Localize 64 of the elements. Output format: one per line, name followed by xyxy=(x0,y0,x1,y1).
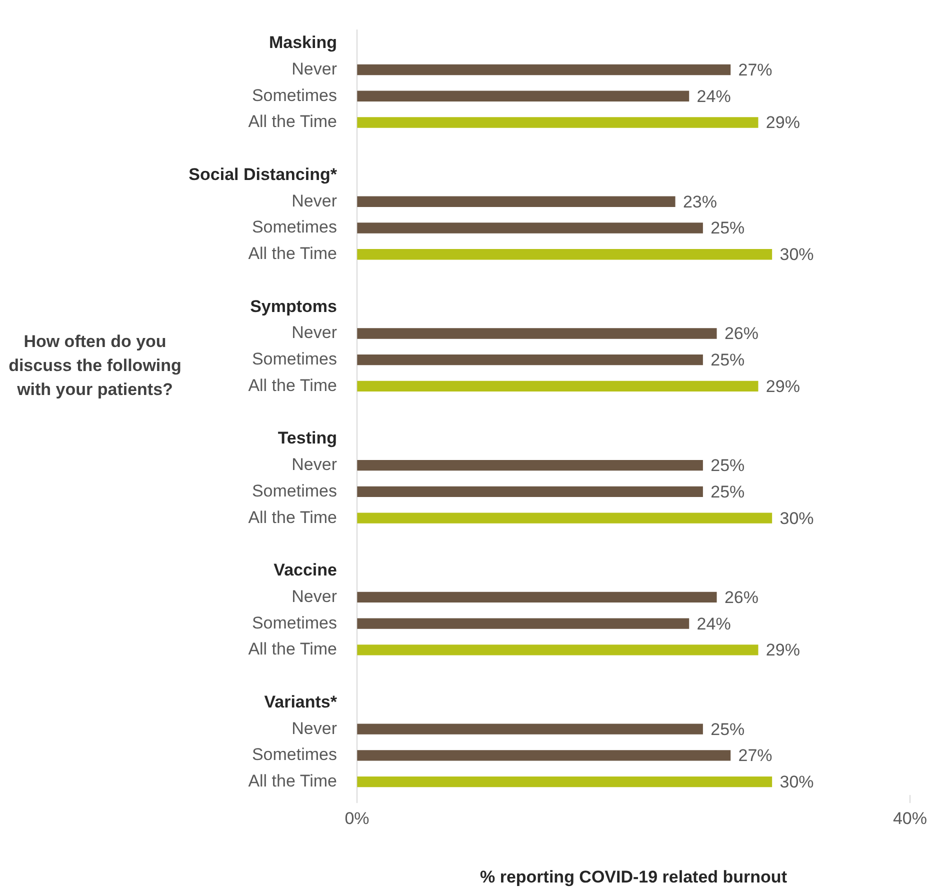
data-label: 30% xyxy=(780,772,814,792)
bar xyxy=(357,512,772,524)
data-label: 29% xyxy=(766,376,800,396)
bar xyxy=(357,380,758,392)
y-tick-label: Variants* xyxy=(264,692,338,712)
y-tick-label: Never xyxy=(292,718,338,738)
data-label: 27% xyxy=(738,60,772,80)
y-tick-label: Masking xyxy=(268,33,337,52)
data-label: 29% xyxy=(766,640,800,660)
y-tick-label: Sometimes xyxy=(252,481,337,500)
data-label: 23% xyxy=(682,192,717,212)
bar xyxy=(357,644,758,656)
data-label: 26% xyxy=(724,588,758,607)
y-tick-label: Sometimes xyxy=(252,350,337,369)
x-tick-label: 0% xyxy=(344,808,370,828)
data-label: 25% xyxy=(710,350,745,370)
bar xyxy=(357,196,676,207)
y-tick-label: Symptoms xyxy=(250,296,337,316)
x-tick-label: 40% xyxy=(892,808,928,828)
bar xyxy=(357,90,690,102)
bar xyxy=(357,328,717,339)
data-label: 26% xyxy=(724,324,758,344)
y-tick-label: Social Distancing* xyxy=(188,164,338,184)
data-label: 25% xyxy=(710,482,745,502)
y-tick-label: Sometimes xyxy=(252,613,337,632)
y-axis-title: How often do you discuss the following with your patients? xyxy=(8,331,182,401)
y-tick-label: Never xyxy=(292,59,338,78)
data-label: 27% xyxy=(738,746,772,766)
bar xyxy=(357,618,690,629)
y-tick-label: All the Time xyxy=(248,508,337,527)
y-tick-label: All the Time xyxy=(248,772,337,790)
y-tick-label: All the Time xyxy=(248,376,337,395)
x-axis-title: % reporting COVID-19 related burnout xyxy=(480,867,788,886)
data-label: 24% xyxy=(696,614,731,634)
y-tick-label: Sometimes xyxy=(252,745,337,764)
y-tick-label: Never xyxy=(292,586,338,606)
data-label: 30% xyxy=(780,245,814,264)
y-tick-label: Vaccine xyxy=(274,560,337,580)
data-label: 25% xyxy=(710,456,745,476)
y-tick-label: Never xyxy=(292,455,338,474)
bar xyxy=(357,460,703,471)
y-tick-label: Never xyxy=(292,191,338,210)
bar xyxy=(357,776,772,788)
data-label: 25% xyxy=(710,218,745,238)
bar xyxy=(357,724,703,734)
y-tick-label: All the Time xyxy=(248,640,337,659)
y-tick-label: All the Time xyxy=(248,112,337,132)
data-label: 24% xyxy=(696,86,731,106)
data-label: 29% xyxy=(766,113,800,132)
bar xyxy=(357,486,703,498)
bar xyxy=(357,592,717,603)
data-label: 30% xyxy=(780,508,814,528)
bar xyxy=(357,354,703,366)
y-tick-label: Never xyxy=(292,323,338,342)
bar xyxy=(357,750,731,761)
bar xyxy=(357,64,731,76)
bar xyxy=(357,117,758,128)
y-tick-label: Sometimes xyxy=(252,218,337,237)
y-tick-label: Testing xyxy=(278,428,337,448)
bar xyxy=(357,249,772,260)
y-tick-label: All the Time xyxy=(248,244,337,264)
y-tick-label: Sometimes xyxy=(252,86,337,105)
data-label: 25% xyxy=(710,720,745,739)
bar xyxy=(357,222,703,234)
